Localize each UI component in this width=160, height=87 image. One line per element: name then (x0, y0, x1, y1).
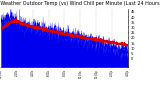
Text: Milwaukee Weather Outdoor Temp (vs) Wind Chill per Minute (Last 24 Hours): Milwaukee Weather Outdoor Temp (vs) Wind… (0, 1, 160, 6)
